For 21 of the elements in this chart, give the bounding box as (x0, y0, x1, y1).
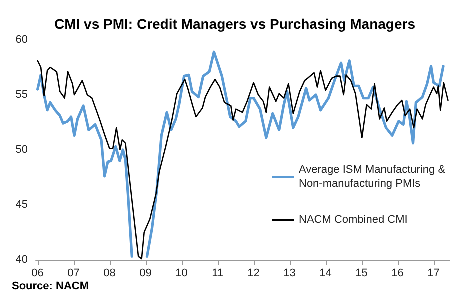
y-tick-label: 45 (16, 199, 28, 211)
x-tick-label: 12 (248, 268, 260, 280)
x-tick-label: 10 (176, 268, 188, 280)
x-tick-label: 07 (68, 268, 80, 280)
legend-label: Average ISM Manufacturing & Non-manufacturing PMIs (299, 164, 449, 190)
y-tick-label: 55 (16, 89, 28, 101)
x-tick-label: 16 (392, 268, 404, 280)
source-note: Source: NACM (12, 280, 90, 292)
y-tick-label: 40 (16, 254, 28, 266)
legend-label: NACM Combined CMI (299, 214, 408, 226)
x-tick-label: 06 (32, 268, 44, 280)
x-tick-label: 13 (284, 268, 296, 280)
y-tick-label: 50 (16, 144, 28, 156)
x-tick-label: 14 (320, 268, 332, 280)
x-tick-label: 09 (140, 268, 152, 280)
y-tick-label: 60 (16, 34, 28, 46)
x-tick-label: 17 (428, 268, 440, 280)
x-tick-label: 11 (212, 268, 224, 280)
x-tick-label: 08 (104, 268, 116, 280)
chart-title: CMI vs PMI: Credit Managers vs Purchasing Managers (54, 16, 416, 32)
x-tick-label: 15 (356, 268, 368, 280)
